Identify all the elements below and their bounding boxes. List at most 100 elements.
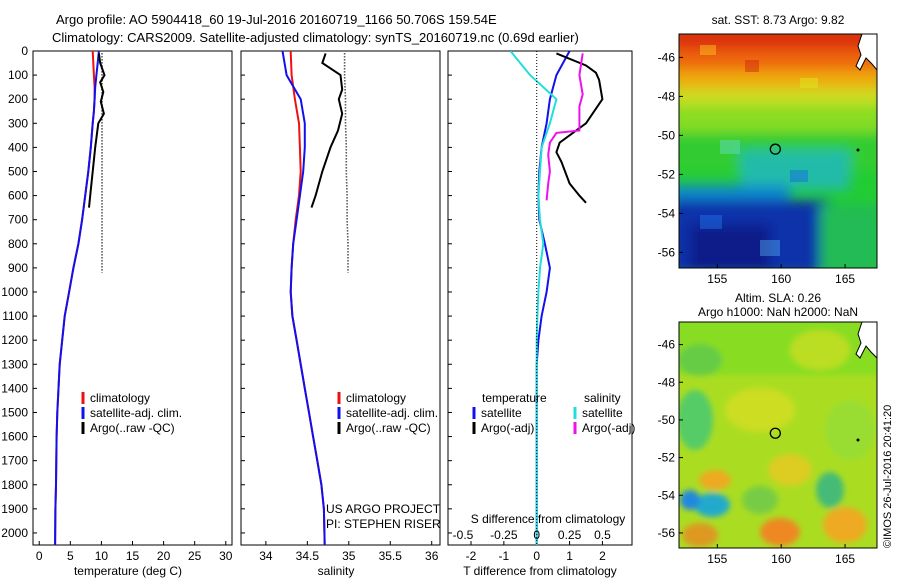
y-tick-label: 1900: [1, 502, 28, 516]
y-tick-label: 1500: [1, 405, 28, 419]
y-tick-label: -48: [658, 89, 676, 103]
top-tick-label: -0.25: [490, 528, 518, 542]
y-tick-label: -50: [658, 128, 676, 142]
legend-temperature-title: temperature: [482, 391, 547, 405]
x-tick-label: 25: [188, 549, 202, 563]
y-tick-label: -54: [658, 488, 676, 502]
y-tick-label: 200: [8, 92, 28, 106]
sla-map-frame: [678, 321, 878, 549]
y-tick-label: -50: [658, 413, 676, 427]
y-tick-label: 2000: [1, 526, 28, 540]
x-tick-label: 30: [219, 549, 233, 563]
x-tick-label: 160: [771, 272, 791, 286]
legend-salinity-title: salinity: [584, 391, 621, 405]
coastline-icon: [855, 322, 877, 359]
top-tick-label: 0.25: [558, 528, 582, 542]
argo-position-marker: [769, 427, 781, 439]
pi-label: PI: STEPHEN RISER: [326, 517, 441, 531]
y-tick-label: -46: [658, 50, 676, 64]
header-subtitle: Climatology: CARS2009. Satellite-adjuste…: [52, 30, 579, 45]
y-tick-label: 500: [8, 164, 28, 178]
x-tick-label: 5: [67, 549, 74, 563]
y-tick-label: 1600: [1, 430, 28, 444]
y-tick-label: 700: [8, 213, 28, 227]
sst-map-image: [679, 34, 877, 268]
sst-map-frame: [678, 33, 878, 269]
x-tick-label: 34: [259, 549, 273, 563]
series-group: [509, 51, 604, 545]
difference-legend: temperature salinity satellite Argo(-adj…: [472, 391, 635, 435]
series-line-argo-adj-: [545, 53, 584, 201]
y-tick-label: 1800: [1, 478, 28, 492]
y-tick-label: -52: [658, 451, 676, 465]
x-tick-label: 165: [835, 552, 855, 566]
s-difference-axis-label: S difference from climatology: [471, 512, 626, 526]
coastline-icon: [855, 34, 877, 71]
t-difference-axis-label: T difference from climatology: [463, 564, 617, 578]
salinity-legend: climatology satellite-adj. clim. Argo(..…: [337, 391, 438, 435]
sst-map-title: sat. SST: 8.73 Argo: 9.82: [712, 13, 845, 27]
series-line-satellite-adj-clim-: [54, 51, 100, 545]
y-tick-label: 1200: [1, 333, 28, 347]
y-tick-label: -46: [658, 338, 676, 352]
sst-map-axes: 155 160 165 -46 -48 -50 -52 -54 -56: [658, 50, 856, 286]
x-tick-label: 34.5: [296, 549, 320, 563]
legend-t-argo-label: Argo(-adj): [481, 421, 534, 435]
x-tick-label: 15: [126, 549, 140, 563]
y-tick-label: 1300: [1, 357, 28, 371]
x-tick-label: -1: [499, 549, 510, 563]
legend-s-argo-label: Argo(-adj): [582, 421, 635, 435]
temperature-panel: [32, 50, 233, 546]
x-tick-label: 35: [342, 549, 356, 563]
y-tick-label: -56: [658, 526, 676, 540]
argo-position-marker: [769, 143, 781, 155]
legend-t-satellite-label: satellite: [481, 406, 522, 420]
y-tick-label: 0: [21, 44, 28, 58]
sla-map-subtitle: Argo h1000: NaN h2000: NaN: [698, 305, 858, 319]
y-tick-label: 400: [8, 140, 28, 154]
legend-satellite-label: satellite-adj. clim.: [346, 406, 438, 420]
x-tick-label: 1: [566, 549, 573, 563]
x-tick-label: 160: [771, 552, 791, 566]
temperature-plot: 0100200300400500600700800900100011001200…: [1, 44, 232, 563]
salinity-plot: 34 34.5 35 35.5 36: [241, 50, 439, 563]
difference-panel: [447, 50, 633, 546]
x-tick-label: -2: [466, 549, 477, 563]
series-group: [54, 51, 106, 545]
x-tick-label: 155: [707, 552, 727, 566]
y-tick-label: -54: [658, 206, 676, 220]
imos-timestamp: ©IMOS 26-Jul-2016 20:41:20: [882, 405, 894, 548]
series-line-satellite: [509, 51, 558, 545]
legend-climatology-label: climatology: [90, 391, 150, 405]
legend-argo-label: Argo(..raw -QC): [90, 421, 175, 435]
top-tick-label: 0.5: [594, 528, 611, 542]
series-group: [281, 51, 349, 545]
y-tick-label: 900: [8, 261, 28, 275]
series-line-argo-raw-qc-: [310, 53, 344, 208]
legend-s-satellite-label: satellite: [582, 406, 623, 420]
y-tick-label: 1400: [1, 381, 28, 395]
temperature-legend: climatology satellite-adj. clim. Argo(..…: [81, 391, 182, 435]
x-tick-label: 0: [533, 549, 540, 563]
top-tick-label: 0: [533, 528, 540, 542]
y-tick-label: 100: [8, 68, 28, 82]
y-tick-label: 1100: [2, 309, 28, 323]
series-line-argo-adj-: [555, 52, 604, 204]
header-title: Argo profile: AO 5904418_60 19-Jul-2016 …: [56, 12, 497, 27]
temperature-axis-label: temperature (deg C): [74, 564, 182, 578]
legend-climatology-label: climatology: [346, 391, 406, 405]
x-tick-label: 10: [95, 549, 109, 563]
y-tick-label: 1700: [1, 454, 28, 468]
sla-map-axes: 155 160 165 -46 -48 -50 -52 -54 -56: [658, 338, 856, 566]
x-tick-label: 36: [425, 549, 439, 563]
top-tick-label: -0.5: [453, 528, 474, 542]
y-tick-label: 800: [8, 237, 28, 251]
x-tick-label: 155: [707, 272, 727, 286]
sla-map-title: Altim. SLA: 0.26: [735, 291, 821, 305]
y-tick-label: -56: [658, 245, 676, 259]
y-tick-label: 1000: [1, 285, 28, 299]
series-line-argo-raw-qc-: [343, 53, 349, 273]
x-tick-label: 165: [835, 272, 855, 286]
y-tick-label: 300: [8, 116, 28, 130]
